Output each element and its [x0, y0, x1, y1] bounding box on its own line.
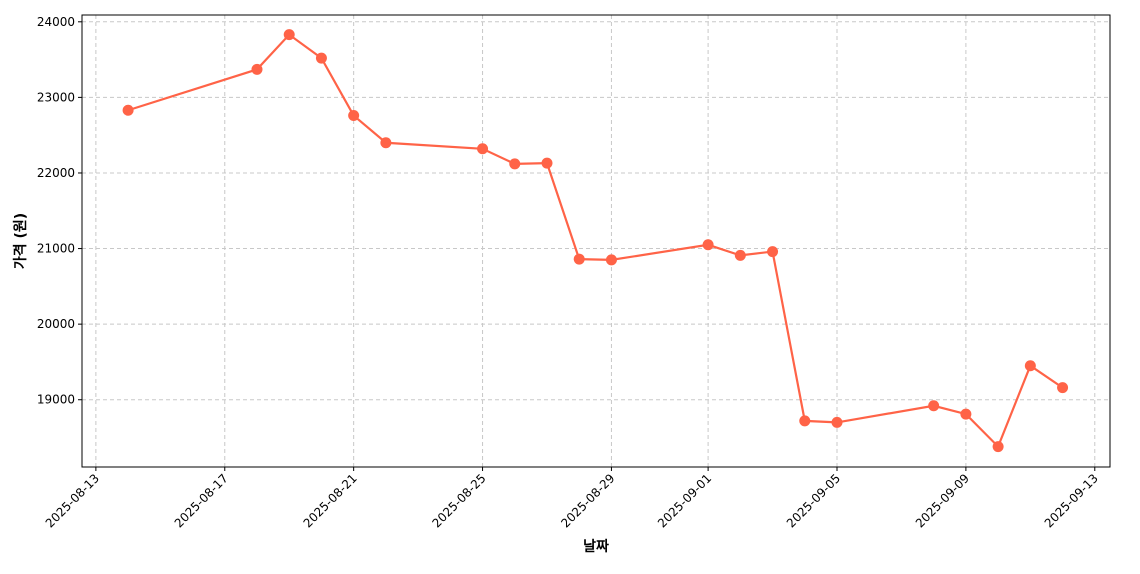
y-tick-label: 24000	[37, 15, 75, 29]
point	[380, 137, 392, 149]
plot-frame	[81, 14, 1111, 468]
point	[831, 416, 843, 428]
point	[477, 143, 489, 155]
point	[960, 408, 972, 420]
y-tick-label: 23000	[37, 90, 75, 104]
point	[251, 63, 263, 75]
point	[734, 249, 746, 261]
point	[1024, 360, 1036, 372]
y-tick-label: 19000	[37, 393, 75, 407]
y-tick-label: 22000	[37, 166, 75, 180]
y-tick-label: 20000	[37, 317, 75, 331]
point	[541, 157, 553, 169]
point	[573, 253, 585, 265]
point	[348, 110, 360, 122]
point	[702, 239, 714, 251]
point	[799, 415, 811, 427]
point	[315, 52, 327, 64]
point	[605, 254, 617, 266]
point	[1057, 382, 1069, 394]
point	[509, 158, 521, 170]
point	[122, 104, 134, 116]
y-axis-label: 가격 (원)	[12, 213, 29, 269]
x-axis-label: 날짜	[583, 539, 609, 555]
point	[283, 29, 295, 41]
y-tick-label: 21000	[37, 242, 75, 256]
point	[767, 246, 779, 258]
point	[992, 441, 1004, 453]
point	[928, 400, 940, 412]
